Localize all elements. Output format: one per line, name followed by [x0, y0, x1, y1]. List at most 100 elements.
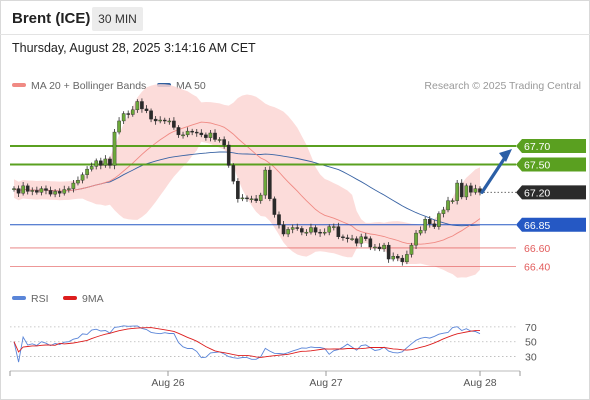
- candle: [89, 162, 94, 172]
- candle-body-up: [332, 226, 336, 228]
- legend-ma20: MA 20 + Bollinger Bands: [12, 80, 146, 92]
- candle-body-down: [345, 237, 350, 239]
- candle-body-down: [149, 110, 153, 120]
- candle: [277, 211, 281, 229]
- candle-body-down: [277, 214, 281, 225]
- candle-body-up: [185, 130, 190, 136]
- candle: [414, 230, 418, 249]
- candle-body-up: [464, 185, 469, 198]
- candle-body-up: [441, 209, 446, 214]
- candle-body-down: [469, 185, 473, 193]
- rsi-ma-line: [13, 327, 480, 358]
- candle-body-up: [290, 227, 295, 230]
- candle-body-down: [427, 218, 432, 225]
- candle-body-down: [140, 101, 144, 110]
- candle-body-up: [12, 188, 16, 190]
- candle-body-up: [263, 169, 268, 196]
- level-resistance-1: 67.50: [10, 157, 586, 172]
- candle: [258, 192, 263, 204]
- legend-9ma: 9MA: [63, 293, 104, 305]
- candles: [12, 98, 482, 266]
- candle-body-up: [217, 139, 222, 141]
- candle: [249, 195, 254, 203]
- candle-body-down: [144, 108, 149, 111]
- candle-body-up: [455, 182, 459, 201]
- candle-body-down: [432, 223, 437, 227]
- candle-body-down: [281, 224, 286, 235]
- candle: [354, 236, 359, 247]
- candle: [85, 166, 89, 179]
- candle: [418, 226, 423, 236]
- candle: [76, 176, 80, 186]
- candle-body-up: [258, 194, 263, 201]
- candle: [322, 228, 327, 236]
- price-tag: [516, 185, 586, 200]
- candle: [327, 224, 332, 236]
- price-tag: [516, 157, 586, 172]
- candle: [204, 132, 208, 141]
- candle-body-up: [304, 231, 309, 234]
- candle-body-up: [121, 113, 126, 122]
- candle-body-up: [167, 120, 172, 123]
- candle: [226, 141, 231, 168]
- candle: [254, 195, 258, 203]
- candle-body-down: [190, 130, 194, 133]
- candle-body-up: [405, 254, 409, 263]
- candle: [181, 131, 185, 139]
- candle: [44, 185, 48, 195]
- candle: [459, 179, 464, 200]
- candle-body-down: [204, 134, 208, 138]
- candle: [455, 179, 459, 205]
- price-level-label: 66.40: [524, 261, 550, 273]
- candle-body-down: [16, 188, 21, 194]
- legend-ma50-label: MA 50: [176, 80, 206, 92]
- candle: [350, 234, 354, 241]
- forecast-arrow-head: [499, 148, 512, 162]
- candle: [427, 216, 432, 228]
- candle-body-up: [208, 132, 213, 138]
- candle-body-up: [322, 231, 327, 234]
- candle: [67, 186, 71, 193]
- candle-body-up: [391, 256, 395, 260]
- instrument-title: Brent (ICE): [12, 10, 91, 27]
- candle: [194, 129, 199, 137]
- candle: [53, 189, 57, 198]
- candle: [405, 250, 409, 265]
- candle-body-up: [373, 246, 377, 249]
- candle-body-down: [231, 165, 236, 182]
- candle: [382, 242, 386, 252]
- candle-body-up: [473, 188, 478, 193]
- candle-body-up: [30, 190, 35, 192]
- candle: [39, 186, 44, 196]
- candle-body-up: [414, 232, 418, 246]
- candle-body-up: [409, 244, 414, 255]
- candle: [126, 110, 131, 119]
- candle-body-down: [368, 238, 373, 248]
- candle: [318, 229, 322, 237]
- timeframe-badge[interactable]: 30 MIN: [92, 7, 143, 31]
- candle: [373, 243, 377, 251]
- candle: [149, 108, 153, 123]
- rsi-tick-label: 70: [525, 322, 537, 334]
- candle-body-up: [112, 131, 117, 166]
- candle-body-down: [25, 185, 30, 192]
- candle-body-down: [336, 226, 341, 238]
- candle-body-up: [423, 218, 427, 231]
- candle: [450, 198, 455, 204]
- candle-body-up: [71, 182, 76, 189]
- candle: [130, 106, 135, 117]
- candle-body-down: [108, 158, 112, 166]
- candle: [281, 220, 286, 237]
- candle-body-up: [249, 198, 254, 201]
- candle: [158, 116, 162, 124]
- legend-ma20-label: MA 20 + Bollinger Bands: [31, 80, 147, 92]
- level-pivot-3: 66.85: [10, 217, 586, 232]
- candle: [304, 229, 309, 236]
- forecast-arrow-shaft: [480, 154, 508, 194]
- candle: [16, 185, 21, 198]
- candle-body-up: [327, 226, 332, 233]
- candle: [62, 185, 67, 196]
- candle-body-down: [99, 160, 103, 166]
- candle: [473, 184, 478, 195]
